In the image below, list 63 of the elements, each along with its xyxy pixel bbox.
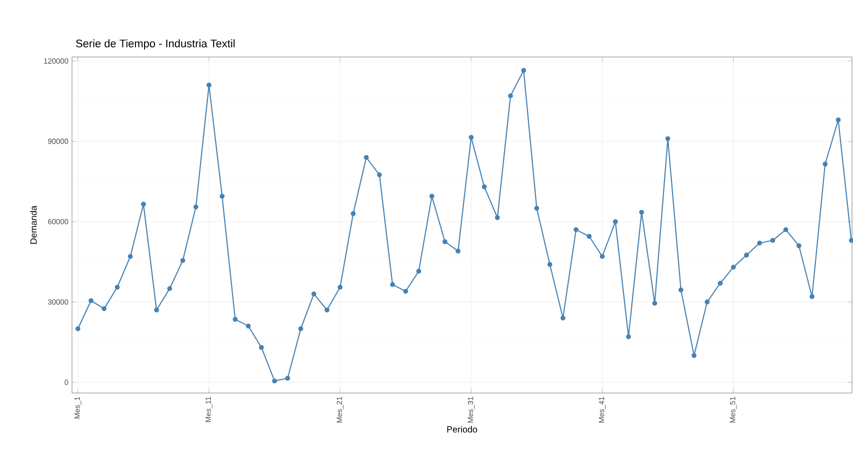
point: [364, 154, 369, 160]
point: [167, 286, 172, 292]
point: [757, 240, 762, 246]
point: [692, 353, 696, 358]
point: [836, 117, 841, 122]
point: [730, 264, 736, 270]
point: [783, 227, 788, 232]
point: [350, 211, 356, 216]
point: [102, 306, 107, 312]
point: [220, 194, 225, 199]
point: [547, 262, 552, 267]
point: [141, 202, 146, 207]
point: [114, 284, 120, 290]
point: [521, 68, 526, 73]
point: [744, 252, 749, 258]
point: [534, 206, 540, 211]
point: [246, 324, 251, 329]
point: [796, 243, 802, 248]
point: [600, 254, 605, 259]
point: [652, 300, 658, 306]
point: [285, 376, 290, 381]
point: [311, 291, 316, 296]
x-axis-title: Periodo: [447, 426, 478, 433]
point: [206, 82, 212, 88]
point: [494, 215, 500, 220]
point: [232, 316, 238, 322]
point: [416, 268, 422, 274]
point: [88, 298, 94, 304]
point: [338, 284, 343, 290]
point: [770, 238, 776, 243]
point: [376, 172, 382, 178]
point: [154, 308, 159, 312]
point: [574, 227, 579, 232]
point: [456, 248, 461, 254]
point: [468, 134, 474, 140]
point: [324, 308, 330, 312]
point: [848, 238, 853, 243]
point: [626, 334, 631, 340]
chart-title: Serie de Tiempo - Industria Textil: [76, 39, 235, 50]
point: [810, 294, 814, 300]
point: [482, 184, 487, 190]
point: [403, 288, 408, 294]
y-axis-title: Demanda: [30, 206, 37, 244]
point: [442, 239, 448, 244]
point: [390, 282, 395, 288]
point: [180, 258, 186, 263]
point: [639, 210, 644, 215]
point: [560, 316, 566, 320]
point: [272, 378, 277, 384]
point: [612, 219, 618, 224]
point: [718, 280, 723, 286]
point: [508, 93, 513, 98]
point: [665, 136, 670, 142]
point: [678, 287, 684, 292]
point: [704, 300, 710, 304]
point: [586, 234, 592, 239]
point: [258, 345, 264, 350]
point: [193, 204, 198, 210]
point: [128, 254, 133, 259]
point: [75, 326, 80, 332]
point: [429, 194, 434, 199]
point: [298, 326, 304, 332]
point: [822, 162, 828, 167]
